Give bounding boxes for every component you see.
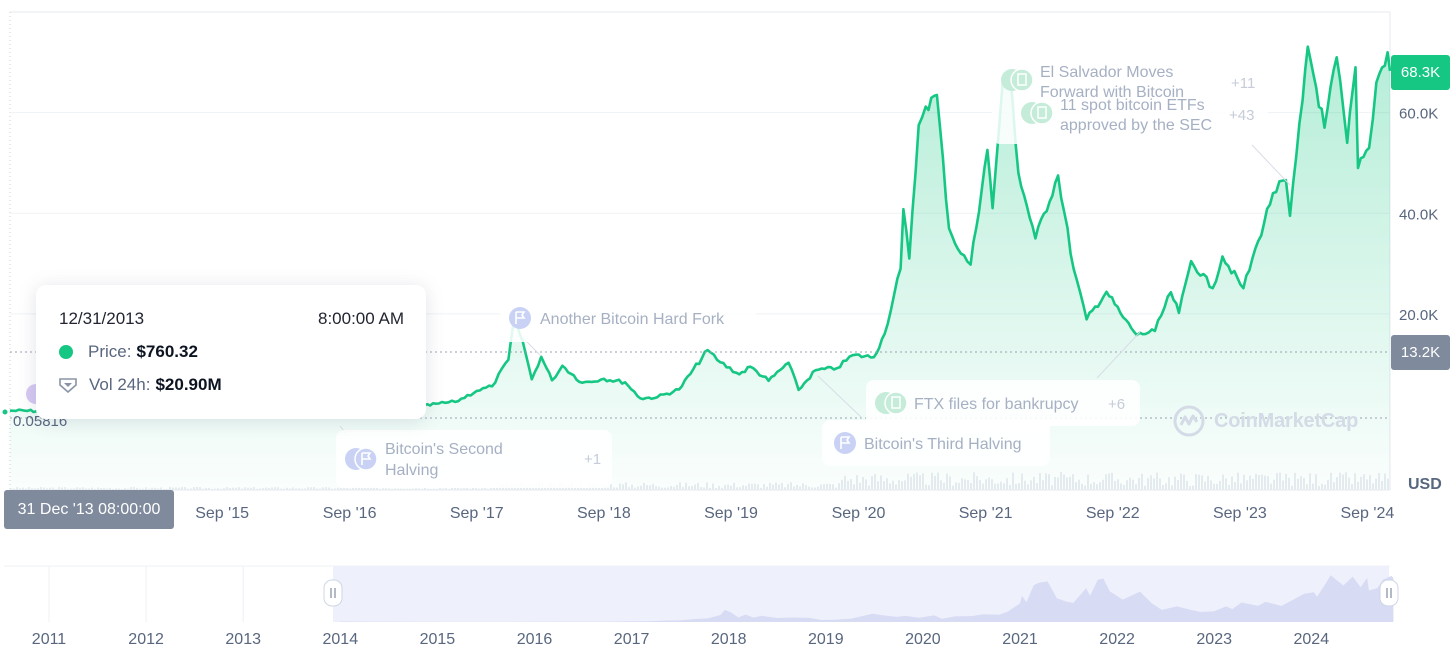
navigator-year-label: 2024 [1294,631,1330,648]
handle-grip-icon [1386,588,1392,598]
navigator-year-label: 2019 [808,631,844,648]
x-tick-label: Sep '20 [832,505,886,522]
navigator-year-label: 2015 [420,631,456,648]
event-title: El Salvador Moves [1040,64,1173,81]
range-navigator[interactable]: 2011 2012 2013 2014 2015 2016 2017 2018 2019 2020… [4,565,1399,648]
x-tick-label: Sep '22 [1086,505,1140,522]
x-tick-label: Sep '16 [323,505,377,522]
event-connector [1096,331,1141,379]
tooltip-volume-value: $20.90M [155,375,222,394]
flag-icon-glyph [515,311,526,324]
price-area-fill [10,46,1390,490]
navigator-year-label: 2011 [32,631,67,648]
y-tick-label: 60.0K [1399,106,1438,123]
crosshair-price-badge: 13.2K [1391,335,1450,370]
navigator-year-label: 2022 [1099,631,1135,648]
x-tick-label: Sep '24 [1340,505,1394,522]
tooltip-time: 8:00:00 AM [317,309,404,328]
current-price-badge: 68.3K [1391,55,1450,90]
y-axis-ticks: 20.0K 40.0K 60.0K [1399,106,1438,324]
document-icon-glyph [891,396,901,409]
navigator-year-labels: 2011 2012 2013 2014 2015 2016 2017 2018 2019 2020… [32,631,1329,648]
y-tick-label: 40.0K [1399,206,1438,223]
event-title: Bitcoin's Second [385,441,503,458]
x-tick-label: Sep '19 [704,505,758,522]
event-title-line2: Halving [385,462,438,479]
navigator-year-label: 2016 [517,631,553,648]
navigator-year-label: 2014 [323,631,359,648]
document-icon [1030,101,1054,125]
y-tick-label: 20.0K [1399,307,1438,324]
event-count: +43 [1229,107,1254,124]
event-card [336,430,612,488]
event-count: +1 [584,451,601,468]
price-dot-icon [59,345,73,359]
x-axis-ticks: Sep '15 Sep '16 Sep '17 Sep '18 Sep '19 Sep '… [195,505,1394,522]
tooltip-price-row: Price: $760.32 [59,342,198,362]
event-marker[interactable]: Another Bitcoin Hard Fork [500,294,756,357]
navigator-year-label: 2023 [1196,631,1232,648]
event-count: +6 [1108,396,1125,413]
event-connector [817,375,863,419]
watermark-text: CoinMarketCap [1214,409,1359,432]
handle-grip-icon [330,588,336,598]
document-icon-glyph [1017,73,1027,86]
event-count: +11 [1231,75,1255,92]
event-marker[interactable]: Bitcoin's Third Halving [817,375,1050,466]
tooltip-volume-row: Vol 24h: $20.90M [59,375,222,395]
coinmarketcap-logo-icon [1173,405,1205,437]
event-title-line2: Forward with Bitcoin [1040,84,1184,101]
navigator-handle-left[interactable] [323,579,343,607]
event-title: Bitcoin's Third Halving [864,436,1022,453]
currency-label: USD [1408,476,1442,493]
tooltip-volume-label: Vol 24h: [89,375,151,394]
x-tick-label: Sep '18 [577,505,631,522]
event-title: FTX files for bankrupcy [914,396,1079,413]
flag-icon-glyph [840,436,851,449]
navigator-year-label: 2018 [711,631,747,648]
navigator-area [340,575,1394,622]
tooltip-price-value: $760.32 [136,342,198,361]
x-tick-label: Sep '21 [959,505,1013,522]
tooltip-price-label: Price: [88,342,132,361]
navigator-year-label: 2020 [905,631,941,648]
crosshair-date-badge: 31 Dec '13 08:00:00 [4,490,174,529]
x-tick-label: Sep '15 [195,505,249,522]
navigator-year-label: 2021 [1002,631,1038,648]
start-point [2,409,8,415]
event-connector [1251,144,1291,186]
document-icon [1010,68,1034,92]
navigator-handle-right[interactable] [1379,579,1399,607]
tooltip-date: 12/31/2013 [59,309,145,328]
event-title: Another Bitcoin Hard Fork [540,311,725,328]
event-marker[interactable]: FTX files for bankrupcy +6 [866,331,1141,426]
x-tick-label: Sep '17 [450,505,504,522]
event-marker[interactable]: El Salvador Moves Forward with Bitcoin +… [992,52,1291,186]
document-icon [884,391,908,415]
document-icon-glyph [1037,106,1047,119]
event-card [866,380,1140,426]
event-card [992,52,1268,144]
price-tooltip: 12/31/2013 8:00:00 AM Price: $760.32 Vol… [36,285,426,419]
event-marker[interactable]: Bitcoin's Second Halving +1 [336,425,612,488]
coinmarketcap-watermark: CoinMarketCap [1172,404,1358,438]
navigator-year-label: 2012 [128,631,164,648]
volume-icon [59,378,77,393]
event-title-line2: approved by the SEC [1060,117,1212,134]
navigator-year-label: 2013 [225,631,261,648]
event-card [822,420,1050,466]
event-card [500,294,756,342]
x-tick-label: Sep '23 [1213,505,1267,522]
flag-icon-glyph [361,452,372,465]
event-title: 11 spot bitcoin ETFs [1060,97,1205,114]
navigator-year-label: 2017 [614,631,650,648]
